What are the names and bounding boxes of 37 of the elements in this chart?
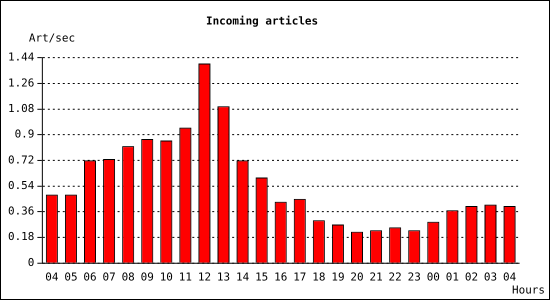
x-tick-label: 20	[350, 270, 364, 284]
x-tick-label: 15	[255, 270, 268, 284]
x-tick-label: 05	[64, 270, 78, 284]
x-tick-label: 19	[331, 270, 345, 284]
x-tick-label: 12	[198, 270, 212, 284]
x-axis-title: Hours	[512, 283, 546, 296]
y-tick-label: 0	[28, 256, 34, 269]
x-tick-label: 11	[178, 270, 192, 284]
y-tick-label: 1.26	[8, 76, 34, 90]
x-tick-label: 08	[122, 270, 135, 284]
y-tick-label: 1.44	[8, 50, 35, 64]
x-tick-label: 04	[45, 270, 59, 284]
y-tick-label: 1.08	[8, 102, 34, 115]
x-tick-label: 23	[408, 270, 421, 284]
x-tick-label: 04	[502, 270, 517, 284]
chart-title: Incoming articles	[206, 14, 318, 28]
y-tick-label: 0.72	[8, 153, 34, 166]
y-tick-label: 0.54	[8, 178, 35, 192]
y-tick-label: 0.9	[14, 128, 34, 141]
y-tick-label: 0.36	[8, 204, 34, 218]
x-tick-label: 13	[216, 270, 230, 284]
x-tick-label: 21	[369, 270, 383, 284]
y-tick-label: 0.18	[8, 230, 34, 244]
x-tick-label: 00	[426, 270, 440, 284]
x-tick-label: 07	[102, 270, 116, 284]
x-tick-label: 01	[446, 270, 459, 284]
x-tick-label: 06	[83, 270, 97, 284]
x-tick-label: 17	[293, 270, 306, 284]
x-tick-label: 14	[236, 270, 250, 284]
x-tick-label: 22	[388, 270, 402, 284]
x-tick-label: 02	[464, 270, 478, 284]
x-tick-label: 03	[484, 270, 498, 284]
y-axis-title: Art/sec	[28, 31, 76, 44]
x-tick-label: 16	[274, 270, 288, 284]
x-tick-label: 18	[312, 270, 326, 284]
x-tick-label: 10	[160, 270, 173, 284]
x-tick-label: 09	[140, 270, 154, 284]
